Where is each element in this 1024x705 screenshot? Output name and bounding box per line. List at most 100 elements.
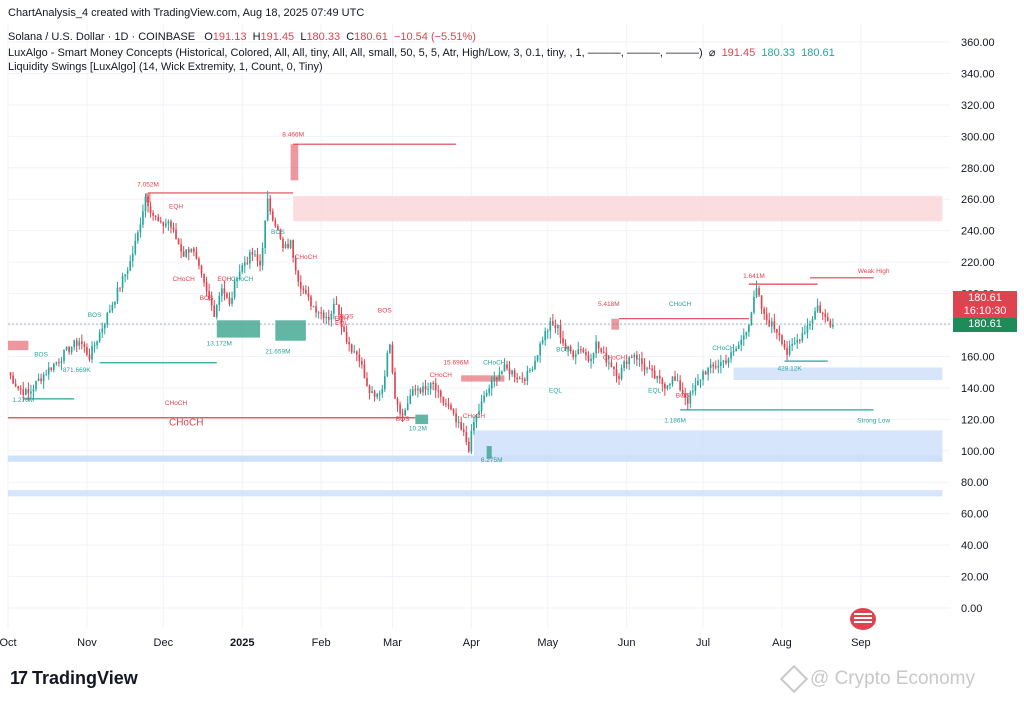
smc-label: 8.466M: [282, 131, 304, 138]
smc-zones: [8, 144, 943, 497]
equilibrium-zone: [8, 455, 943, 462]
candle-body: [233, 280, 236, 298]
candle-body: [768, 320, 771, 327]
eye-icon[interactable]: ⌀: [708, 47, 716, 59]
candle-body: [406, 403, 409, 410]
candle-body: [445, 403, 447, 405]
symbol-legend[interactable]: Solana / U.S. Dollar · 1D · COINBASE O19…: [8, 31, 476, 43]
discount-zone: [8, 490, 943, 497]
indicator-legend-smc[interactable]: LuxAlgo - Smart Money Concepts (Historic…: [8, 46, 835, 59]
candle-body: [396, 398, 399, 405]
candle-body: [717, 365, 720, 368]
tradingview-logo[interactable]: 17 TradingView: [10, 668, 138, 689]
candle-body: [12, 375, 14, 384]
candle-body: [355, 351, 358, 355]
candle-body: [554, 325, 557, 329]
smc-label: 7.052M: [137, 182, 159, 189]
candle-body: [643, 364, 646, 370]
candle-body: [144, 196, 147, 212]
smc-label: BOS: [34, 351, 48, 358]
candle-body: [661, 378, 664, 385]
smc-label: BOS: [340, 314, 354, 321]
smc-label: Strong Low: [857, 417, 890, 424]
smc-label: CHoCH: [712, 345, 735, 352]
smc-label: 10.2M: [409, 425, 427, 432]
candle-body: [274, 220, 277, 227]
candle-body: [712, 364, 715, 367]
candle-body: [727, 358, 730, 364]
candle-body: [776, 329, 778, 333]
candle-body: [299, 281, 302, 289]
y-tick-label: 40.00: [961, 540, 989, 552]
smc-value-1: 191.45: [721, 47, 756, 59]
candle-body: [399, 404, 401, 414]
countdown-value: 16:10:30: [963, 305, 1007, 317]
candle-body: [725, 360, 727, 364]
candle-body: [786, 347, 788, 355]
candle-body: [796, 339, 799, 343]
us-flag-icon[interactable]: [850, 608, 876, 630]
candle-body: [623, 361, 625, 368]
candle-body: [98, 332, 101, 342]
candle-body: [294, 257, 297, 271]
candle-body: [473, 421, 475, 431]
candle-body: [737, 344, 740, 349]
candle-body: [793, 342, 796, 345]
last-price-value: 180.61: [968, 292, 1002, 304]
candle-body: [765, 313, 768, 321]
candle-body: [636, 354, 638, 360]
candle-body: [241, 265, 244, 272]
candle-body: [557, 325, 559, 329]
candle-body: [269, 198, 272, 212]
candle-body: [755, 288, 758, 297]
candle-body: [287, 243, 289, 248]
candle-body: [610, 362, 613, 367]
candle-body: [27, 389, 30, 394]
candle-body: [376, 393, 378, 397]
candle-body: [816, 305, 819, 312]
candle-body: [366, 377, 368, 386]
price-axis[interactable]: 0.00 20.00 40.00 60.00 80.00 100.00 120.00 140.…: [961, 37, 995, 615]
smc-value-2: 180.33: [761, 47, 795, 59]
candle-body: [437, 390, 440, 392]
candle-body: [411, 389, 414, 396]
candle-body: [185, 249, 188, 257]
tradingview-mark-icon: 17: [10, 668, 28, 688]
candle-body: [111, 304, 114, 311]
y-tick-label: 240.00: [961, 226, 995, 238]
candle-body: [52, 363, 55, 370]
candle-body: [493, 377, 496, 381]
candle-body: [172, 227, 175, 230]
candle-body: [60, 361, 63, 363]
candle-body: [625, 361, 628, 365]
time-axis[interactable]: Oct Nov Dec 2025 Feb Mar Apr May Jun Jul Aug Sep: [0, 637, 871, 649]
indicator-legend-liquidity[interactable]: Liquidity Swings [LuxAlgo] (14, Wick Ext…: [8, 61, 323, 73]
candle-body: [562, 337, 564, 344]
candle-body: [709, 364, 712, 369]
candle-body: [221, 288, 223, 296]
smc-label: CHoCH: [172, 276, 195, 283]
candle-body: [42, 374, 45, 382]
candle-body: [340, 315, 343, 328]
candle-body: [414, 389, 417, 391]
candle-body: [24, 389, 27, 396]
candle-body: [282, 238, 284, 249]
candle-body: [544, 331, 547, 341]
x-tick-label: Jul: [696, 637, 710, 649]
candle-body: [501, 371, 503, 375]
candle-body: [592, 353, 595, 359]
candle-body: [256, 254, 259, 261]
candle-body: [424, 386, 427, 390]
x-tick-label: Jun: [618, 637, 636, 649]
smc-label: EQH: [217, 276, 231, 283]
candle-body: [193, 248, 195, 252]
candle-body: [361, 361, 363, 365]
candle-body: [582, 349, 585, 353]
candle-body: [213, 305, 216, 317]
candle-body: [758, 288, 760, 296]
candle-body: [781, 335, 783, 344]
premium-zone: [293, 196, 943, 222]
candle-body: [401, 413, 404, 416]
candle-body: [753, 296, 755, 313]
